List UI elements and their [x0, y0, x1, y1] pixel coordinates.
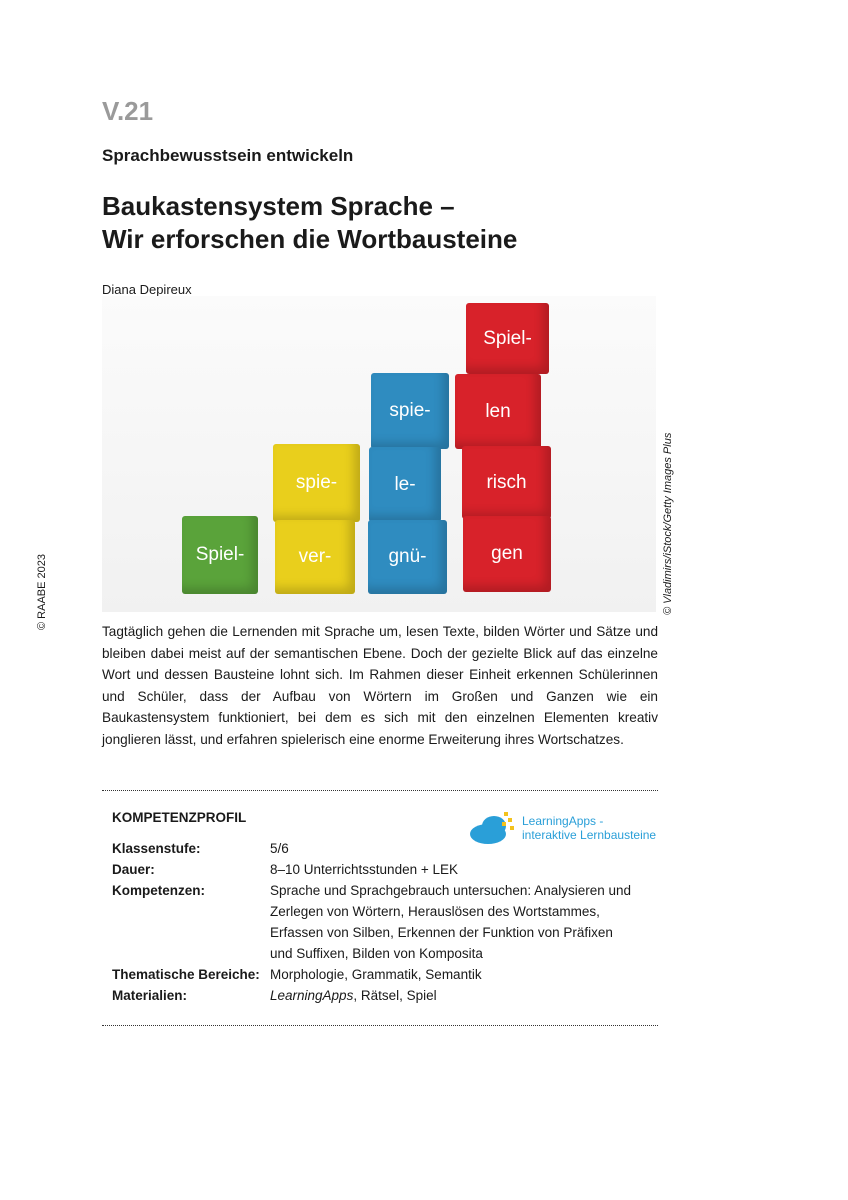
block: len: [455, 374, 541, 449]
row-label: Thematische Bereiche:: [112, 967, 260, 982]
block: gnü-: [368, 520, 447, 594]
logo-text: interaktive Lernbausteine: [522, 828, 657, 842]
photo-blocks: Spiel- spie- ver- spie- le- gnü- Spiel- …: [102, 296, 656, 612]
row-value-rest: , Rätsel, Spiel: [353, 988, 437, 1003]
divider: [102, 790, 658, 791]
photo-credit: © Vladimirs/iStock/Getty Images Plus: [662, 432, 674, 615]
block: risch: [462, 446, 551, 519]
divider: [102, 1025, 658, 1026]
row-value-italic: LearningApps: [270, 988, 354, 1003]
page-title: Baukastensystem Sprache – Wir erforschen …: [102, 190, 517, 256]
profile-row: Thematische Bereiche: Morphologie, Gramma…: [112, 964, 650, 985]
block: spie-: [273, 444, 360, 522]
row-value: Sprache und Sprachgebrauch untersuchen: …: [270, 883, 631, 961]
intro-paragraph: Tagtäglich gehen die Lernenden mit Sprac…: [102, 624, 658, 747]
row-value: 5/6: [270, 841, 289, 856]
profile-row: Materialien: LearningApps, Rätsel, Spiel: [112, 985, 650, 1006]
title-line: Wir erforschen die Wortbausteine: [102, 224, 518, 254]
row-label: Kompetenzen:: [112, 883, 206, 898]
row-label: Materialien:: [112, 988, 188, 1003]
row-value: 8–10 Unterrichtsstunden + LEK: [270, 862, 458, 877]
block: gen: [463, 516, 551, 592]
block: ver-: [275, 520, 355, 594]
block: le-: [369, 447, 441, 522]
profile-heading: KOMPETENZPROFIL: [112, 810, 247, 825]
row-value: Morphologie, Grammatik, Semantik: [270, 967, 482, 982]
copyright: © RAABE 2023: [36, 554, 48, 630]
row-value: LearningApps, Rätsel, Spiel: [270, 985, 650, 1006]
learningapps-logo: LearningApps - interaktive Lernbausteine: [468, 810, 656, 846]
block: spie-: [371, 373, 449, 449]
kicker: Sprachbewusstsein entwickeln: [102, 146, 354, 165]
profile-row: Kompetenzen: Sprache und Sprachgebrauch u…: [112, 880, 635, 964]
title-line: Baukastensystem Sprache –: [102, 191, 455, 221]
block: Spiel-: [182, 516, 258, 594]
block: Spiel-: [466, 303, 549, 374]
unit-code: V.21: [102, 96, 154, 126]
row-label: Dauer:: [112, 862, 155, 877]
profile-row: Klassenstufe: 5/6: [112, 838, 650, 859]
profile-row: Dauer: 8–10 Unterrichtsstunden + LEK: [112, 859, 650, 880]
cloud-icon: [470, 812, 514, 844]
author: Diana Depireux: [102, 282, 192, 297]
row-label: Klassenstufe:: [112, 841, 201, 856]
logo-text: LearningApps -: [522, 814, 604, 828]
